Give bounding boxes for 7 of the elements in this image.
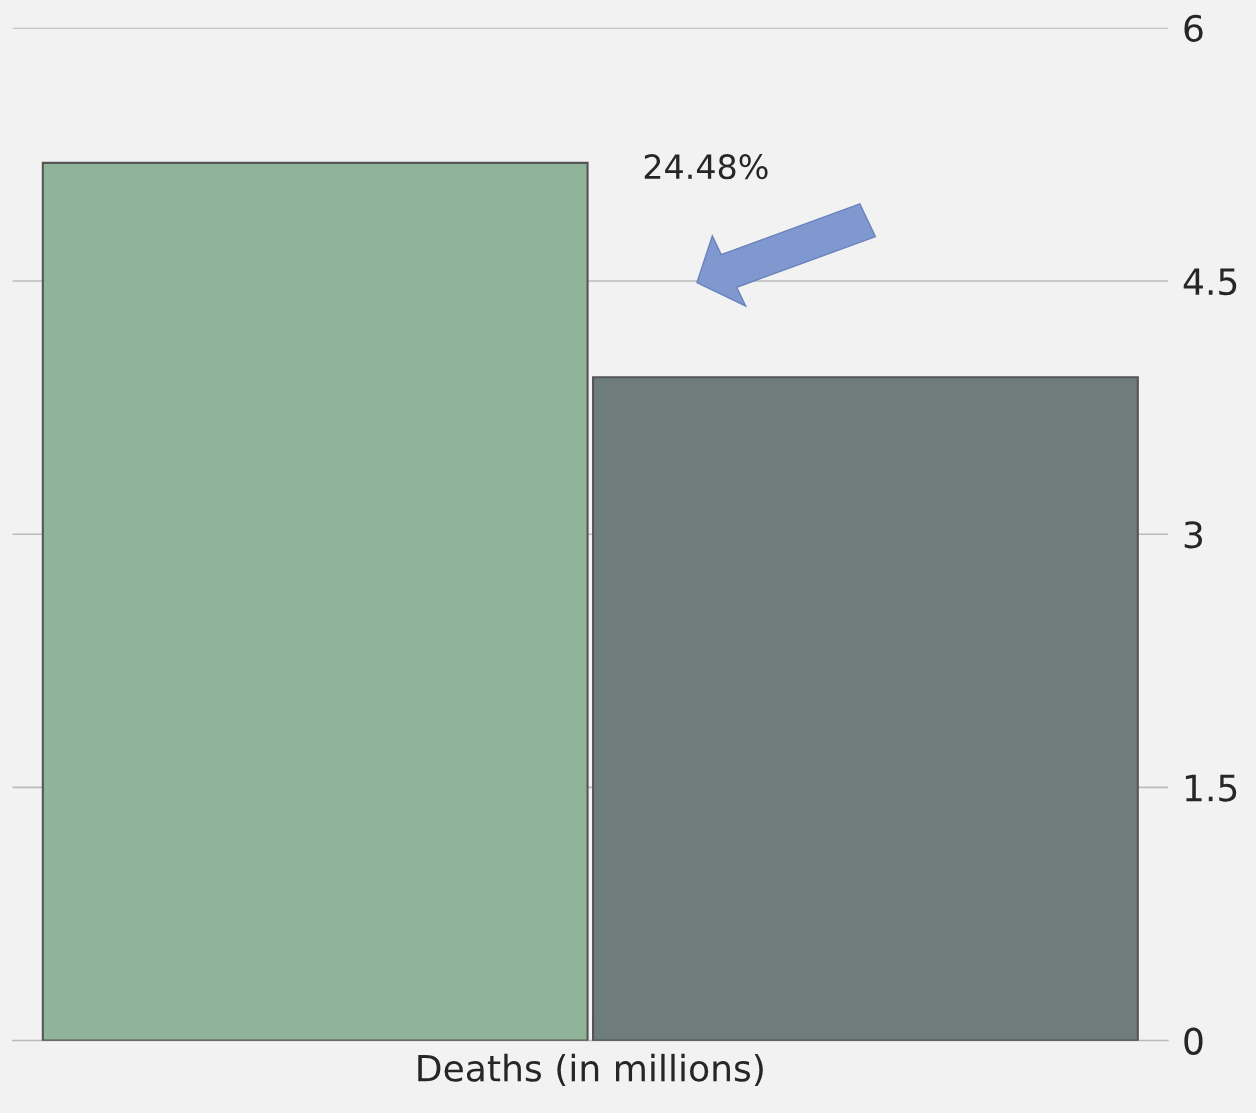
annotation: 24.48% bbox=[644, 154, 768, 180]
x-axis-title: Deaths (in millions) bbox=[418, 1053, 763, 1087]
y-tick-label: 3 bbox=[1184, 521, 1203, 549]
y-tick-label: 4.5 bbox=[1183, 268, 1237, 296]
y-tick-label: 1.5 bbox=[1185, 774, 1237, 802]
y-tick-label: 0 bbox=[1184, 1027, 1203, 1055]
y-tick-label: 6 bbox=[1184, 14, 1203, 43]
